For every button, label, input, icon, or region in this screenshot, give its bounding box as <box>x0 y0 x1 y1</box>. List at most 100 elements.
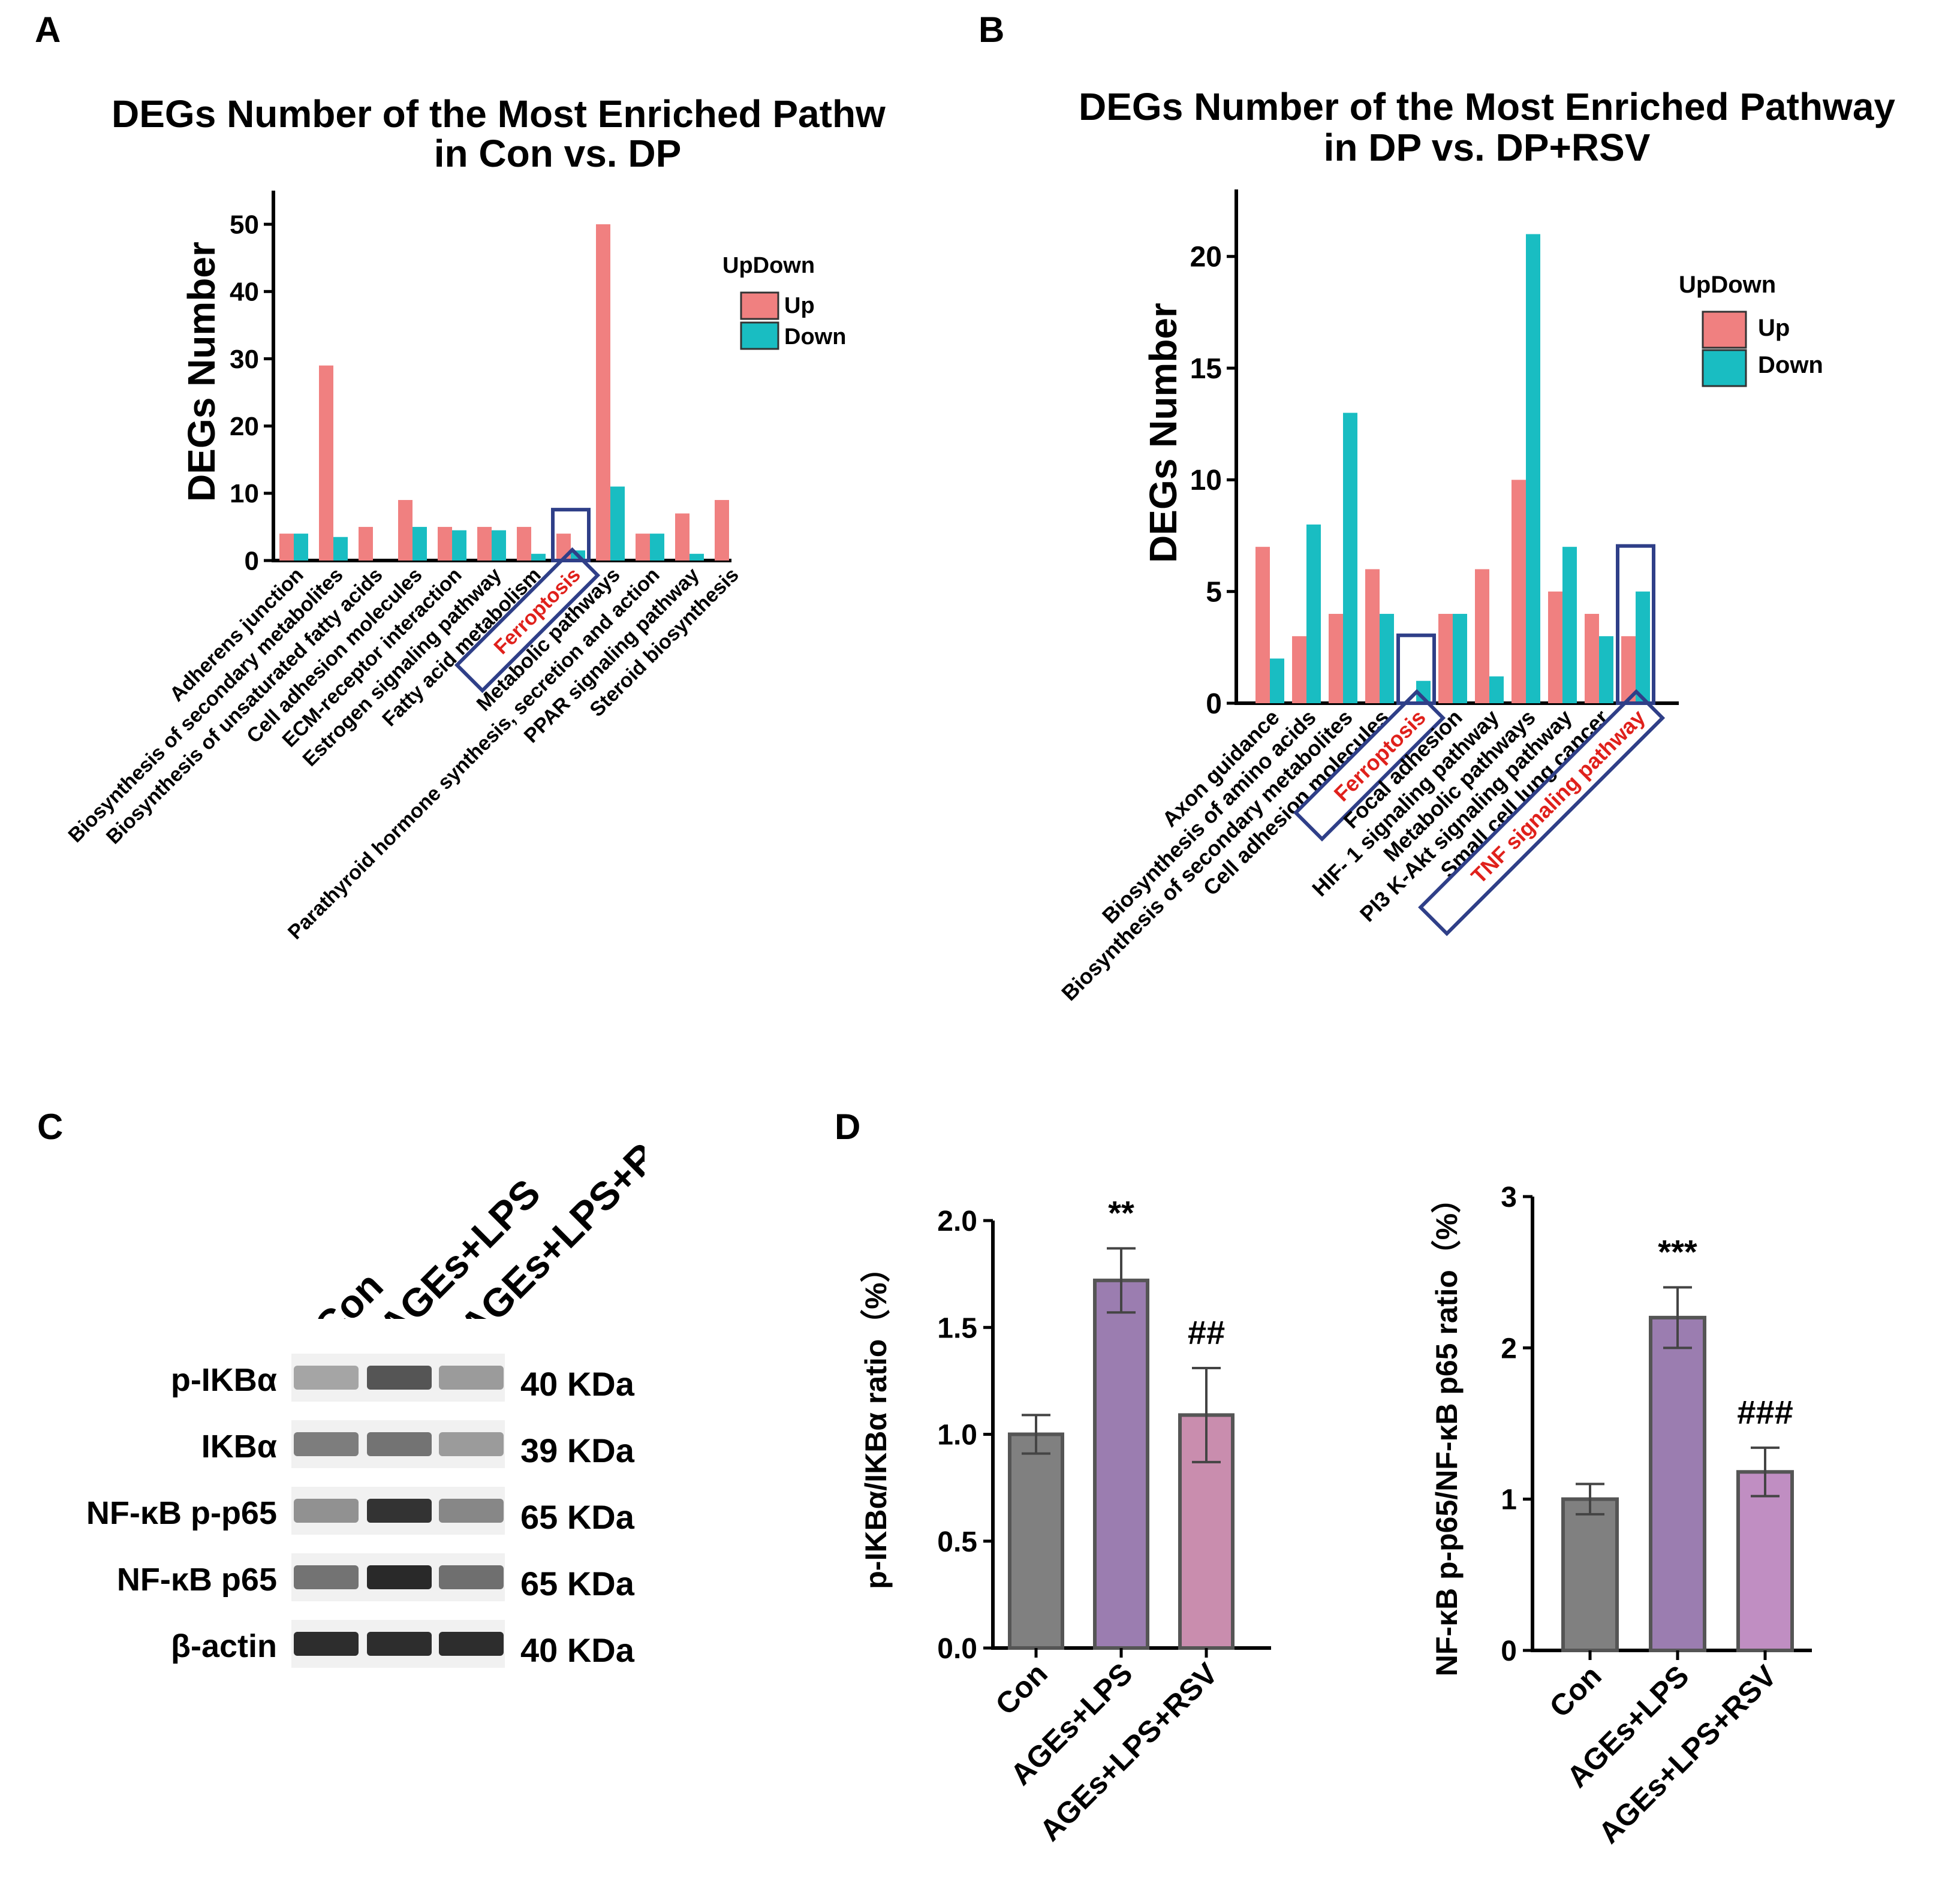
chart-d1-significance-ages-lps: ** <box>1108 1194 1134 1231</box>
blot-band-p-ikb-ages-lps <box>367 1366 432 1390</box>
chart-a-y-axis-label: DEGs Number <box>180 242 223 502</box>
blot-band-p-ikb-con <box>294 1366 359 1390</box>
chart-b-bar-up-pi3-k-akt-signaling-pathway <box>1548 591 1562 703</box>
chart-b-legend-up: Up <box>1758 315 1790 341</box>
blot-band-nf-b-p65-con <box>294 1565 359 1589</box>
blot-band-ikb-ages-lps <box>367 1432 432 1456</box>
chart-b-legend-title: UpDown <box>1679 272 1776 298</box>
chart-d1-x-label-con: Con <box>989 1656 1053 1721</box>
chart-a-y-tick-label: 20 <box>230 412 259 441</box>
chart-a-legend-title: UpDown <box>722 253 815 278</box>
chart-a-legend-swatch-up <box>740 291 779 320</box>
chart-d1-y-tick-label: 1.0 <box>937 1420 977 1451</box>
chart-b-bar-up-metabolic-pathways <box>1512 480 1526 703</box>
chart-b-bar-down-focal-adhesion <box>1453 613 1467 703</box>
chart-b-bar-up-hif-1-signaling-pathway <box>1475 569 1489 703</box>
chart-d1: p-IKBα/IKBα ratio（%） 0.0 0.5 1.0 1.5 2.0 Con *… <box>859 1194 1271 1848</box>
chart-d2-y-tick-label: 3 <box>1501 1182 1517 1213</box>
chart-a-legend-up: Up <box>784 293 815 318</box>
chart-b-bar-up-focal-adhesion <box>1438 613 1453 703</box>
panel-letter-a: A <box>35 10 61 50</box>
chart-b-highlight-box-label-ferroptosis <box>1293 689 1446 842</box>
chart-a-x-label-biosynthesis-of-unsaturated-fatty-acids: Biosynthesis of unsaturated fatty acids <box>102 564 387 849</box>
chart-d2-y-axis-label: NF-κB p-p65/NF-κB p65 ratio（%） <box>1430 1183 1464 1676</box>
chart-a-bar-up-steroid-biosynthesis <box>715 500 729 561</box>
panel-letter-d: D <box>835 1107 860 1147</box>
chart-a-bar-up-cell-adhesion-molecules <box>398 500 413 561</box>
chart-b-y-tick-label: 0 <box>1206 688 1222 720</box>
chart-a-bar-down-parathyroid-hormone-synthesis-secretion-and-action <box>650 534 664 561</box>
chart-d1-y-tick-label: 0.5 <box>937 1526 977 1558</box>
chart-b-x-label-biosynthesis-of-secondary-metabolites: Biosynthesis of secondary metabolites <box>1056 705 1357 1005</box>
chart-b-bar-down-biosynthesis-of-amino-acids <box>1306 524 1321 703</box>
chart-d1-bar-ages-lps <box>1093 1278 1149 1650</box>
blot-mw-label-nf-b-p65: 65 KDa <box>520 1565 635 1602</box>
chart-a-bar-down-biosynthesis-of-secondary-metabolites <box>333 537 348 561</box>
chart-b-highlight-box-label-tnf-signaling-pathway <box>1418 689 1666 936</box>
chart-b-title-line2: in DP vs. DP+RSV <box>1324 126 1651 169</box>
chart-d2-x-label-con: Con <box>1543 1659 1607 1724</box>
blot-band-ikb-con <box>294 1432 359 1456</box>
blot-band-nf-b-p65-ages-lps-rs <box>439 1565 504 1589</box>
chart-a-bar-up-metabolic-pathways <box>596 224 610 561</box>
chart-a-bar-up-biosynthesis-of-secondary-metabolites <box>319 365 333 561</box>
chart-a-legend-down: Down <box>784 324 846 350</box>
blot-protein-label-actin: β-actin <box>171 1628 277 1664</box>
panel-letter-b: B <box>978 10 1004 50</box>
blot-mw-label-p-ikb: 40 KDa <box>520 1365 635 1403</box>
blot-band-actin-ages-lps <box>367 1632 432 1656</box>
chart-d2: NF-κB p-p65/NF-κB p65 ratio（%） 0 1 2 3 Con **… <box>1430 1182 1812 1850</box>
chart-b-legend-swatch-down <box>1702 349 1747 387</box>
chart-b-y-axis-label: DEGs Number <box>1142 303 1185 563</box>
chart-a-legend-swatch-down <box>740 321 779 350</box>
chart-a-bar-up-ppar-signaling-pathway <box>675 513 690 561</box>
blot-band-actin-con <box>294 1632 359 1656</box>
blot-mw-label-nf-b-p-p65: 65 KDa <box>520 1498 635 1536</box>
chart-a-bar-up-ecm-receptor-interaction <box>438 526 452 561</box>
chart-a-bar-down-ecm-receptor-interaction <box>452 530 466 561</box>
chart-a-bar-down-estrogen-signaling-pathway <box>492 530 506 561</box>
chart-b-title-line1: DEGs Number of the Most Enriched Pathway <box>1079 85 1895 128</box>
chart-b-legend-swatch-up <box>1702 311 1747 349</box>
panel-letter-c: C <box>37 1107 63 1147</box>
chart-b-bar-down-tnf-signaling-pathway <box>1636 591 1650 703</box>
chart-d1-y-tick-label: 2.0 <box>937 1206 977 1237</box>
chart-d1-y-tick-label: 1.5 <box>937 1312 977 1344</box>
blot-lane-label-con: Con <box>306 1263 392 1349</box>
chart-a-highlight-box-label-ferroptosis <box>454 547 601 694</box>
chart-a-bar-down-cell-adhesion-molecules <box>413 526 427 561</box>
chart-a-x-label-biosynthesis-of-secondary-metabolites: Biosynthesis of secondary metabolites <box>64 564 348 847</box>
chart-b-bar-down-pi3-k-akt-signaling-pathway <box>1562 547 1577 703</box>
chart-d2-y-tick-label: 2 <box>1501 1333 1517 1364</box>
chart-b-bar-down-cell-adhesion-molecules <box>1380 613 1394 703</box>
blot-band-ikb-ages-lps-rs <box>439 1432 504 1456</box>
blot-band-nf-b-p-p65-ages-lps <box>367 1499 432 1523</box>
chart-b-y-tick-label: 10 <box>1190 465 1222 496</box>
chart-b-bar-down-axon-guidance <box>1270 658 1284 703</box>
chart-b-bar-up-tnf-signaling-pathway <box>1621 636 1636 703</box>
chart-d1-bar-con <box>1008 1432 1064 1650</box>
chart-a-y-tick-label: 40 <box>230 278 259 307</box>
chart-a-y-tick-label: 50 <box>230 210 259 239</box>
chart-a-bar-down-adherens-junction <box>294 534 308 561</box>
chart-b-bar-down-small-cell-lung-cancer <box>1599 636 1613 703</box>
chart-b-bar-up-axon-guidance <box>1255 547 1270 703</box>
chart-b: DEGs Number of the Most Enriched Pathway… <box>1056 85 1895 1005</box>
chart-a-bar-up-parathyroid-hormone-synthesis-secretion-and-action <box>636 534 650 561</box>
chart-a-y-tick-label: 30 <box>230 345 259 374</box>
chart-b-y-tick-label: 20 <box>1190 242 1222 273</box>
chart-b-y-tick-label: 5 <box>1206 576 1222 608</box>
chart-d2-significance-ages-lps: *** <box>1658 1233 1697 1270</box>
blot-mw-label-ikb: 39 KDa <box>520 1432 635 1469</box>
chart-d1-significance-ages-lps-rsv: ## <box>1188 1313 1225 1351</box>
chart-b-bar-down-metabolic-pathways <box>1526 234 1540 703</box>
chart-a-bar-down-ppar-signaling-pathway <box>690 553 704 561</box>
blot-mw-label-actin: 40 KDa <box>520 1631 635 1669</box>
blot-band-nf-b-p-p65-ages-lps-rs <box>439 1499 504 1523</box>
chart-b-y-tick-label: 15 <box>1190 353 1222 385</box>
chart-b-bar-up-cell-adhesion-molecules <box>1365 569 1380 703</box>
chart-b-bar-down-hif-1-signaling-pathway <box>1489 676 1504 703</box>
chart-b-bar-up-biosynthesis-of-amino-acids <box>1292 636 1306 703</box>
blot-protein-label-nf-b-p-p65: NF-κB p-p65 <box>86 1495 277 1531</box>
chart-a: DEGs Number of the Most Enriched Pathw i… <box>64 92 886 944</box>
